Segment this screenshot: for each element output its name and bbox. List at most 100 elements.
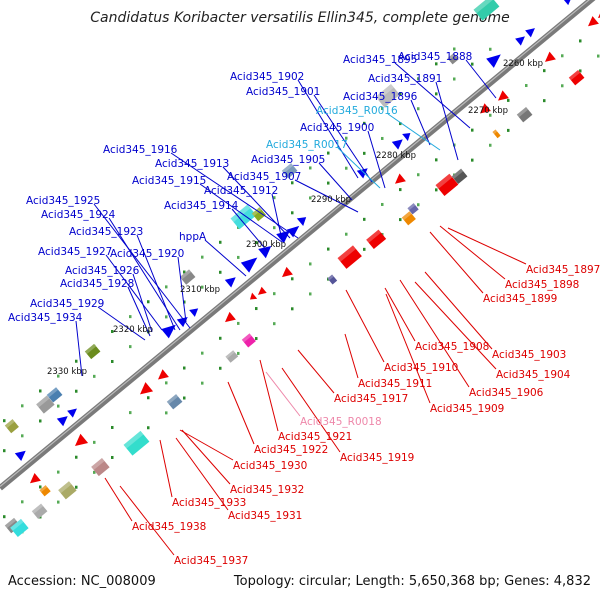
tick-dot xyxy=(3,419,6,423)
tick-dot xyxy=(435,158,438,162)
gene-label[interactable]: Acid345_1933 xyxy=(172,497,246,509)
tick-dot xyxy=(291,181,294,185)
gene-label[interactable]: Acid345_1916 xyxy=(103,144,178,156)
tick-label: 2300 kbp xyxy=(246,240,286,250)
tick-label: 2270 kbp xyxy=(468,106,508,116)
tick-dot xyxy=(471,158,474,162)
tick-dot xyxy=(237,321,240,325)
leader-line xyxy=(345,289,385,363)
forward-gene-arrow xyxy=(67,408,77,418)
gene-label[interactable]: Acid345_1931 xyxy=(228,510,302,522)
gene-label[interactable]: Acid345_1891 xyxy=(368,73,442,85)
gene-label[interactable]: Acid345_1938 xyxy=(132,521,206,533)
gene-label[interactable]: Acid345_1899 xyxy=(483,293,557,305)
tick-label: 2330 kbp xyxy=(47,367,87,377)
reverse-gene-block xyxy=(39,485,51,497)
tick-dot xyxy=(399,92,402,96)
reverse-gene-block xyxy=(31,503,48,519)
gene-label[interactable]: Acid345_1925 xyxy=(26,195,100,207)
gene-label[interactable]: Acid345_1932 xyxy=(230,484,304,496)
tick-dot xyxy=(489,47,492,51)
forward-gene-arrow xyxy=(525,28,535,38)
leader-line xyxy=(429,231,484,294)
tick-dot xyxy=(255,307,258,311)
gene-label[interactable]: Acid345_1913 xyxy=(155,158,229,170)
tick-dot xyxy=(507,98,510,102)
reverse-gene-arrow xyxy=(588,16,599,27)
tick-dot xyxy=(561,84,564,88)
forward-gene-block xyxy=(84,343,101,360)
gene-label[interactable]: Acid345_1907 xyxy=(227,171,301,183)
gene-label[interactable]: Acid345_1911 xyxy=(358,378,432,390)
leader-line xyxy=(175,437,229,511)
tick-dot xyxy=(291,211,294,215)
gene-label[interactable]: Acid345_1901 xyxy=(246,86,320,98)
tick-dot xyxy=(345,166,348,170)
gene-label[interactable]: Acid345_1895 xyxy=(343,54,417,66)
leader-line xyxy=(297,349,335,394)
forward-gene-arrow xyxy=(515,36,525,46)
tick-dot xyxy=(237,351,240,355)
gene-label[interactable]: Acid345_1912 xyxy=(204,185,278,197)
gene-label[interactable]: Acid345_1908 xyxy=(415,341,489,353)
gene-label[interactable]: Acid345_1904 xyxy=(496,369,571,381)
gene-label[interactable]: hppA xyxy=(179,231,207,243)
gene-label[interactable]: Acid345_1929 xyxy=(30,298,104,310)
gene-label[interactable]: Acid345_1905 xyxy=(251,154,325,166)
gene-label[interactable]: Acid345_1903 xyxy=(492,349,566,361)
tick-dot xyxy=(57,470,60,474)
gene-label[interactable]: Acid345_1900 xyxy=(300,122,374,134)
gene-label[interactable]: Acid345_1930 xyxy=(233,460,307,472)
gene-label[interactable]: Acid345_1896 xyxy=(343,91,418,103)
gene-label[interactable]: Acid345_1928 xyxy=(60,278,134,290)
leader-line xyxy=(344,333,359,379)
gene-label[interactable]: Acid345_1888 xyxy=(398,51,472,63)
gene-label[interactable]: Acid345_1917 xyxy=(334,393,408,405)
gene-label[interactable]: Acid345_1919 xyxy=(340,452,414,464)
tick-dot xyxy=(93,374,96,378)
tick-dot xyxy=(93,470,96,474)
gene-label[interactable]: Acid345_1902 xyxy=(230,71,304,83)
tick-dot xyxy=(165,411,168,415)
tick-dot xyxy=(471,128,474,132)
gene-label[interactable]: Acid345_1897 xyxy=(526,264,600,276)
gene-label[interactable]: Acid345_1934 xyxy=(8,312,83,324)
gene-label[interactable]: Acid345_1906 xyxy=(469,387,544,399)
tick-dot xyxy=(543,69,546,73)
gene-label[interactable]: Acid345_R0017 xyxy=(266,139,348,151)
tick-dot xyxy=(165,381,168,385)
leader-line xyxy=(105,254,163,331)
gene-label[interactable]: Acid345_1909 xyxy=(430,403,504,415)
leader-line xyxy=(394,62,471,129)
gene-label[interactable]: Acid345_1937 xyxy=(174,555,248,567)
gene-label[interactable]: Acid345_1920 xyxy=(110,248,184,260)
tick-dot xyxy=(417,77,420,81)
gene-label[interactable]: Acid345_1922 xyxy=(254,444,328,456)
gene-label[interactable]: Acid345_R0018 xyxy=(300,416,382,428)
gene-label[interactable]: Acid345_R0016 xyxy=(316,105,398,117)
tick-dot xyxy=(309,196,312,200)
leader-line xyxy=(181,429,231,485)
reverse-gene-block xyxy=(123,430,150,456)
tick-dot xyxy=(57,374,60,378)
gene-label[interactable]: Acid345_1898 xyxy=(505,279,579,291)
reverse-gene-block xyxy=(451,168,468,185)
gene-label[interactable]: Acid345_1910 xyxy=(384,362,458,374)
tick-dot xyxy=(39,419,42,423)
reverse-gene-block xyxy=(435,173,459,196)
gene-label[interactable]: Acid345_1927 xyxy=(38,246,112,258)
gene-label[interactable]: Acid345_1923 xyxy=(69,226,143,238)
tick-dot xyxy=(201,255,204,259)
tick-dot xyxy=(417,203,420,207)
reverse-gene-arrow xyxy=(498,90,509,101)
gene-label[interactable]: Acid345_1926 xyxy=(65,265,140,277)
gene-label[interactable]: Acid345_1924 xyxy=(41,209,116,221)
leader-line xyxy=(384,287,416,342)
reverse-gene-arrow xyxy=(140,382,154,395)
leader-line xyxy=(75,320,83,377)
gene-label[interactable]: Acid345_1914 xyxy=(164,200,239,212)
leader-line xyxy=(424,271,493,350)
gene-label[interactable]: Acid345_1921 xyxy=(278,431,352,443)
gene-label[interactable]: Acid345_1915 xyxy=(132,175,206,187)
